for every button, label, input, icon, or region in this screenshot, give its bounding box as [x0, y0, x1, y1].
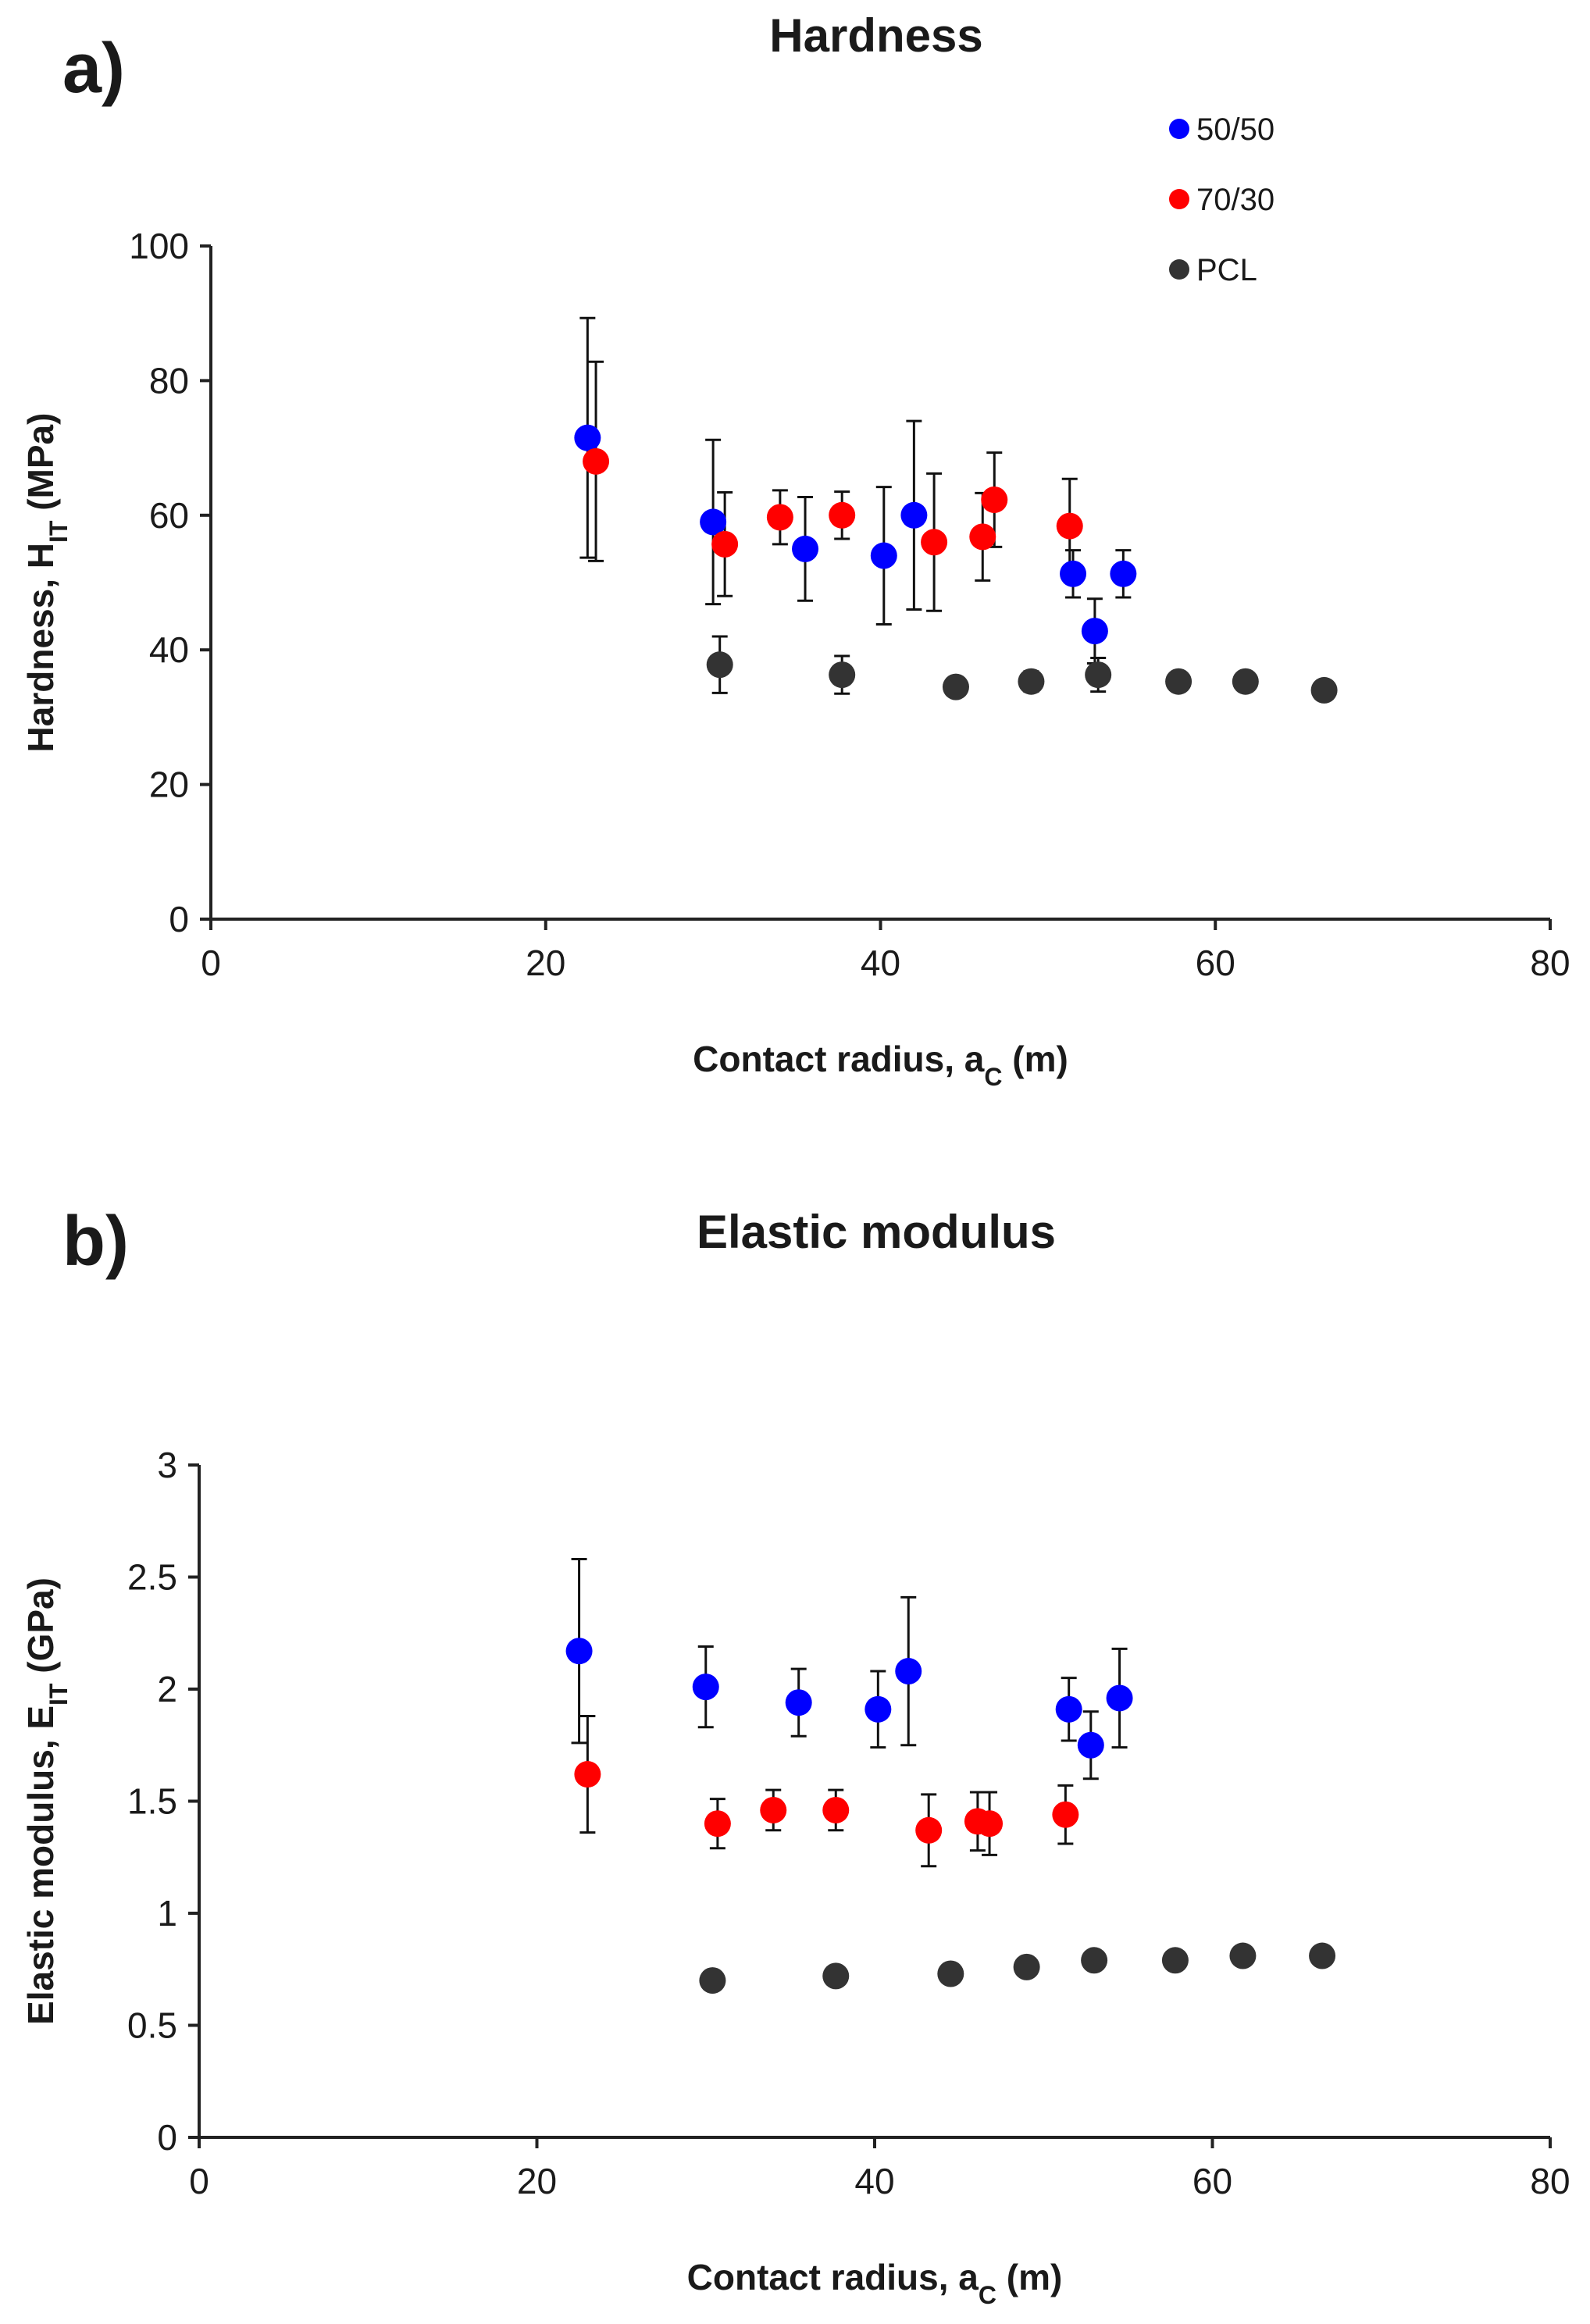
data-point — [1018, 668, 1045, 695]
x-axis-title: Contact radius, aC (m) — [687, 2257, 1063, 2309]
legend-label: 70/30 — [1196, 183, 1274, 217]
y-tick-label: 20 — [149, 765, 189, 805]
data-point — [583, 447, 610, 475]
y-tick-label: 2.5 — [127, 1557, 177, 1598]
data-point — [760, 1796, 787, 1823]
points-50-50 — [565, 1638, 1133, 1759]
x-tick-label: 60 — [1192, 2161, 1232, 2201]
data-point — [822, 1796, 850, 1823]
data-point — [981, 486, 1008, 513]
data-point — [900, 501, 928, 529]
points-70-30 — [583, 447, 1083, 558]
data-point — [1310, 676, 1338, 704]
chart-panel-elastic-modulus: b) Elastic modulus 0 20 40 60 80 0 0.5 1 1.5 2 2.5 3 C… — [20, 1203, 1570, 2309]
x-tick-label: 40 — [861, 943, 900, 983]
y-tick-label: 2 — [157, 1669, 177, 1709]
legend-marker — [1169, 189, 1189, 209]
series-70-30 — [588, 360, 1078, 612]
y-axis-title: Elastic modulus, EIT (GPa) — [20, 1577, 73, 2025]
data-point — [976, 1810, 1004, 1837]
legend-marker — [1169, 119, 1189, 139]
data-point — [565, 1638, 593, 1665]
data-point — [1085, 661, 1112, 689]
data-point — [915, 1816, 943, 1844]
data-point — [785, 1689, 812, 1716]
panel-label: a) — [62, 30, 125, 108]
data-point — [1309, 1942, 1336, 1969]
y-tick-label: 1 — [157, 1893, 177, 1934]
x-tick-label: 20 — [526, 943, 565, 983]
data-point — [1013, 1953, 1040, 1980]
data-point — [792, 535, 819, 562]
legend-marker — [1169, 259, 1189, 280]
x-axis-title: Contact radius, aC (m) — [693, 1039, 1068, 1091]
data-point — [829, 501, 856, 529]
points-50-50 — [574, 424, 1137, 645]
data-point — [937, 1960, 964, 1987]
points-70-30 — [574, 1761, 1079, 1844]
data-point — [766, 504, 793, 531]
y-tick-label: 80 — [149, 360, 189, 401]
data-point — [574, 424, 601, 451]
data-point — [969, 523, 996, 551]
legend-label: PCL — [1196, 253, 1257, 287]
data-point — [1110, 560, 1137, 587]
legend-label: 50/50 — [1196, 112, 1274, 147]
data-point — [870, 542, 897, 569]
data-point — [1081, 1947, 1108, 1974]
y-tick-label: 40 — [149, 629, 189, 670]
data-point — [1052, 1801, 1079, 1828]
data-point — [700, 508, 727, 536]
data-point — [829, 661, 856, 689]
panel-label: b) — [62, 1203, 129, 1281]
x-tick-label: 80 — [1530, 2161, 1570, 2201]
x-tick-label: 60 — [1196, 943, 1235, 983]
x-tick-label: 0 — [189, 2161, 209, 2201]
series-70-30 — [579, 1714, 1074, 1868]
data-point — [822, 1962, 850, 1990]
data-point — [942, 673, 969, 700]
legend: 50/50 70/30 PCL — [1169, 112, 1274, 287]
y-axis-title: Hardness, HIT (MPa) — [20, 413, 73, 753]
data-point — [706, 651, 733, 679]
data-point — [1165, 668, 1192, 695]
data-point — [704, 1810, 731, 1837]
y-tick-label: 1.5 — [127, 1781, 177, 1822]
data-point — [1161, 1947, 1189, 1974]
series-50-50 — [579, 316, 1132, 665]
data-point — [1077, 1731, 1104, 1759]
x-tick-label: 40 — [854, 2161, 894, 2201]
data-point — [711, 530, 739, 558]
data-point — [1060, 560, 1087, 587]
x-tick-label: 0 — [201, 943, 221, 983]
data-point — [1229, 1942, 1257, 1969]
series-pcl — [711, 635, 1107, 695]
x-tick-label: 20 — [517, 2161, 557, 2201]
data-point — [1055, 1695, 1082, 1723]
data-point — [895, 1658, 922, 1685]
points-pcl — [706, 651, 1338, 704]
y-tick-label: 3 — [157, 1445, 177, 1485]
y-tick-label: 0.5 — [127, 2005, 177, 2046]
series-50-50 — [571, 1558, 1128, 1780]
chart-title: Hardness — [769, 9, 982, 62]
data-point — [699, 1967, 726, 1994]
points-pcl — [699, 1942, 1336, 1994]
data-point — [1081, 618, 1108, 645]
x-tick-label: 80 — [1530, 943, 1570, 983]
data-point — [574, 1761, 601, 1788]
data-point — [1232, 668, 1259, 695]
data-point — [1106, 1684, 1133, 1712]
chart-panel-hardness: a) Hardness 0 20 40 60 80 0 20 40 60 80 100 Contact r… — [20, 9, 1570, 1091]
data-point — [865, 1695, 892, 1723]
y-tick-label: 0 — [169, 899, 189, 939]
data-point — [692, 1673, 719, 1701]
data-point — [921, 529, 948, 556]
y-tick-label: 100 — [129, 226, 189, 266]
y-tick-label: 60 — [149, 495, 189, 536]
chart-title: Elastic modulus — [697, 1206, 1056, 1258]
y-tick-label: 0 — [157, 2117, 177, 2158]
data-point — [1056, 512, 1083, 540]
